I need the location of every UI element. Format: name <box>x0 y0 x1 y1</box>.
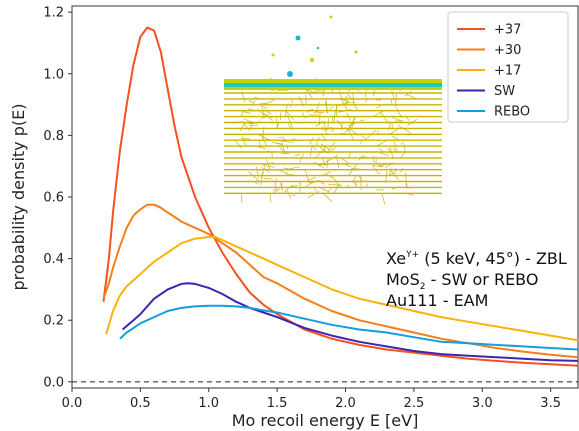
annotation-line-2: MoS2 - SW or REBO <box>386 270 538 292</box>
legend-box <box>447 11 569 123</box>
y-axis-label: probability density p(E) <box>9 104 28 291</box>
annotation-line-3: Au111 - EAM <box>386 291 488 310</box>
inset-surface-layer <box>224 79 442 90</box>
legend: +37 +30 +17 SW REBO <box>447 11 569 123</box>
annotation-block: XeY+ (5 keV, 45°) - ZBL MoS2 - SW or REB… <box>386 249 567 310</box>
x-tick-label: 1.5 <box>267 396 288 411</box>
x-tick-label: 3.5 <box>540 396 561 411</box>
series-line-sw <box>121 282 579 362</box>
series-line-37 <box>102 26 579 367</box>
legend-label: +30 <box>494 43 521 58</box>
legend-label: +17 <box>494 64 521 79</box>
annotation-line-1: XeY+ (5 keV, 45°) - ZBL <box>386 249 567 268</box>
legend-label: SW <box>494 84 515 99</box>
x-tick-label: 2.5 <box>404 396 425 411</box>
x-tick-label: 1.0 <box>198 396 219 411</box>
legend-label: +37 <box>494 23 521 38</box>
y-tick-label: 0.4 <box>43 252 64 267</box>
series-line-rebo <box>119 304 579 351</box>
y-axis-ticks: 0.0 0.2 0.4 0.6 0.8 1.0 1.2 <box>43 6 72 390</box>
y-tick-label: 0.6 <box>43 191 64 206</box>
y-tick-label: 0.0 <box>43 375 64 390</box>
series-line-17 <box>105 236 579 342</box>
x-axis-ticks: 0.0 0.5 1.0 1.5 2.0 2.5 3.0 3.5 <box>62 388 561 411</box>
x-tick-label: 0.5 <box>130 396 151 411</box>
x-tick-label: 2.0 <box>335 396 356 411</box>
y-tick-label: 0.8 <box>43 129 64 144</box>
y-tick-label: 1.2 <box>43 6 64 21</box>
x-tick-label: 0.0 <box>62 396 83 411</box>
legend-label: REBO <box>494 105 530 120</box>
x-axis-label: Mo recoil energy E [eV] <box>232 411 419 430</box>
y-tick-label: 0.2 <box>43 314 64 329</box>
inset-sputtered-atoms <box>271 15 358 77</box>
x-tick-label: 3.0 <box>472 396 493 411</box>
series-layer <box>102 26 579 367</box>
y-tick-label: 1.0 <box>43 67 64 82</box>
inset-simulation-image <box>224 15 442 205</box>
series-line-30 <box>102 203 579 359</box>
